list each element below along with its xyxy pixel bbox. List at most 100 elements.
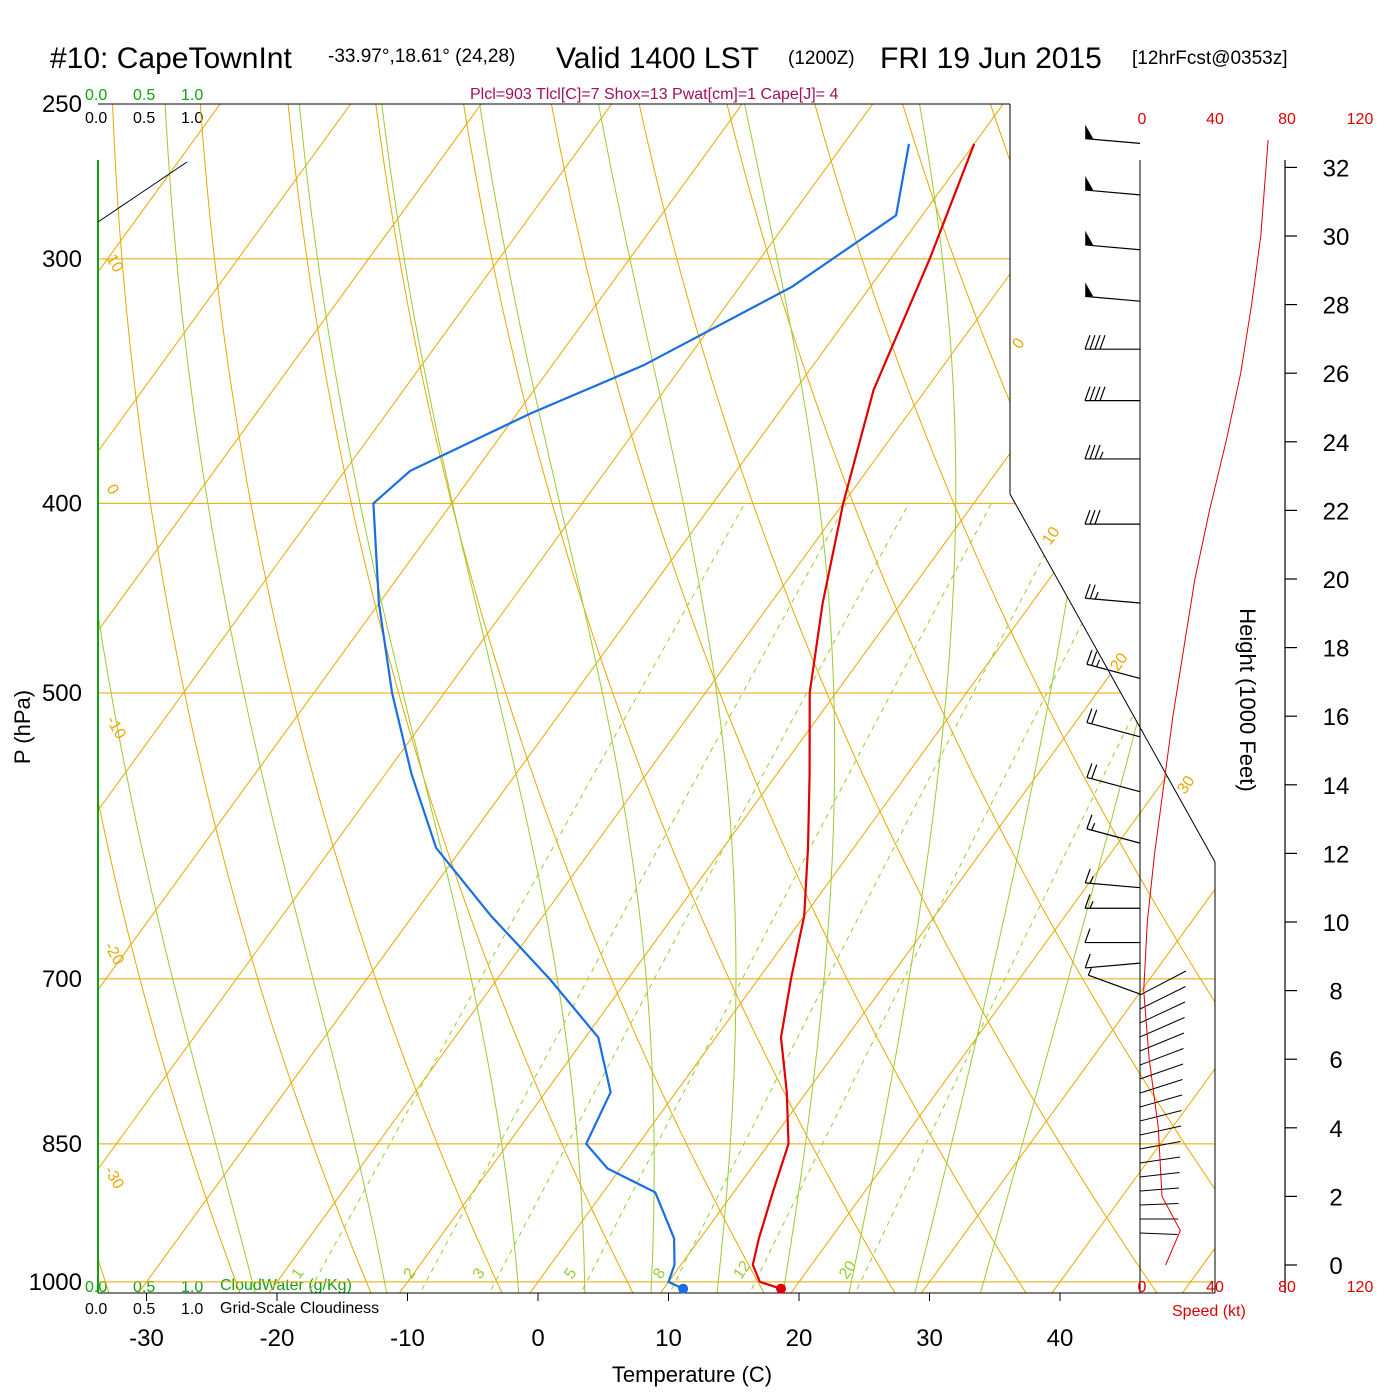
wind-barb xyxy=(1086,763,1141,793)
moist-adiabat xyxy=(381,104,586,1293)
temperature-tick-label: 40 xyxy=(1047,1325,1074,1352)
low-level-barb xyxy=(1139,1141,1181,1150)
wind-barb xyxy=(1086,708,1141,738)
wind-barb xyxy=(1085,176,1141,196)
wind-barb xyxy=(1084,868,1141,889)
wind-barb xyxy=(1084,953,1141,969)
cloudiness-tick: 1.0 xyxy=(181,1301,203,1318)
height-tick-label: 20 xyxy=(1323,567,1350,594)
speed-tick-label: 80 xyxy=(1278,1279,1296,1296)
cloud-scale-top: 0.0 0.5 1.0 0.0 0.5 1.0 xyxy=(85,87,203,127)
cloudiness-label: Grid-Scale Cloudiness xyxy=(220,1300,379,1317)
low-level-barb xyxy=(1139,1110,1182,1122)
isotherm-label: 10 xyxy=(1039,524,1063,548)
barb-shaft xyxy=(1085,597,1141,604)
isotherm-line xyxy=(98,104,352,1293)
low-level-barb xyxy=(1139,986,1186,1010)
barb-full xyxy=(1086,763,1093,778)
mixing-ratio-line xyxy=(300,503,746,1293)
cloudiness-tick: 0.0 xyxy=(85,1301,107,1318)
barb-flag xyxy=(1085,124,1094,139)
isotherm-label: 30 xyxy=(1174,773,1198,797)
moist-adiabat xyxy=(976,104,1215,1293)
moist-adiabat xyxy=(744,104,836,1293)
mixing-ratio-line xyxy=(848,503,1215,1293)
temperature-tick-label: 30 xyxy=(916,1325,943,1352)
wind-barb xyxy=(1084,509,1140,525)
height-tick-label: 14 xyxy=(1323,773,1350,800)
mixing-ratio-line xyxy=(481,503,910,1293)
barb-full xyxy=(1084,584,1091,599)
barb-shaft xyxy=(1088,974,1141,995)
isotherm-line xyxy=(98,104,613,1293)
moist-adiabat xyxy=(910,104,1108,1293)
low-level-barb xyxy=(1139,970,1187,996)
cloudiness-trace xyxy=(97,161,188,223)
mixing-ratio-label: 3 xyxy=(470,1265,489,1282)
temperature-tick-label: -10 xyxy=(390,1325,425,1352)
barb-shaft xyxy=(1085,137,1141,144)
temperature-tick-label: 10 xyxy=(655,1325,682,1352)
pressure-tick-label: 500 xyxy=(42,680,82,707)
wind-barb xyxy=(1084,928,1140,944)
temperature-tick-label: -30 xyxy=(129,1325,164,1352)
x-axis-title: Temperature (C) xyxy=(612,1362,772,1387)
isotherm-line xyxy=(519,104,1215,1293)
height-tick-label: 30 xyxy=(1323,224,1350,251)
barb-full xyxy=(1084,444,1091,460)
surface-temperature-marker xyxy=(776,1283,787,1294)
dry-adiabat xyxy=(199,104,509,1293)
barb-full xyxy=(1089,386,1096,401)
height-tick-label: 2 xyxy=(1329,1184,1342,1211)
barb-half xyxy=(1099,451,1104,460)
forecast-info: [12hrFcst@0353z] xyxy=(1132,48,1288,69)
cloudwater-tick: 1.0 xyxy=(181,1279,203,1296)
barb-shaft xyxy=(1086,776,1141,793)
barb-shaft xyxy=(1085,295,1141,302)
pressure-tick-label: 400 xyxy=(42,490,82,517)
station-coords: -33.97°,18.61° (24,28) xyxy=(328,46,515,67)
wind-barb xyxy=(1085,124,1141,144)
height-tick-label: 32 xyxy=(1323,155,1350,182)
wind-barb xyxy=(1087,967,1141,995)
isotherm-line xyxy=(98,104,743,1293)
barb-half xyxy=(1095,659,1101,668)
isotherm-label: 0 xyxy=(103,482,122,498)
station-title: #10: CapeTownInt xyxy=(50,42,292,75)
frame-skew-edge xyxy=(1009,493,1216,863)
isotherm-label: -30 xyxy=(101,1164,127,1193)
isotherm-line xyxy=(388,104,1215,1293)
cloudwater-tick: 0.5 xyxy=(133,1279,155,1296)
mixing-ratio-label: 20 xyxy=(836,1258,860,1282)
utc-time: (1200Z) xyxy=(788,48,855,69)
mixing-ratio-line xyxy=(412,503,847,1293)
speed-tick-label: 0 xyxy=(1138,1279,1147,1296)
low-level-barb xyxy=(1139,1187,1180,1192)
background-grid xyxy=(98,104,1215,1293)
barb-full xyxy=(1086,708,1093,723)
barb-full xyxy=(1089,444,1096,460)
cloudiness-tick: 1.0 xyxy=(181,110,203,127)
wind-barb xyxy=(1084,584,1141,604)
barb-half xyxy=(1089,876,1094,884)
barb-full xyxy=(1089,334,1096,350)
low-level-barb xyxy=(1139,1079,1183,1094)
stability-indices: Plcl=903 Tlcl[C]=7 Shox=13 Pwat[cm]=1 Ca… xyxy=(470,86,838,103)
pressure-tick-label: 700 xyxy=(42,966,82,993)
isotherm-label: 10 xyxy=(103,252,127,276)
barb-shaft xyxy=(1086,721,1141,738)
wind-speed-line xyxy=(1143,139,1269,1266)
barb-full xyxy=(1089,584,1096,599)
mixing-ratio-line xyxy=(573,503,992,1293)
cloudiness-tick: 0.5 xyxy=(133,110,155,127)
height-tick-label: 28 xyxy=(1323,293,1350,320)
moist-adiabat xyxy=(98,104,260,1293)
low-level-barb xyxy=(1139,1001,1186,1024)
barb-full xyxy=(1099,334,1106,350)
barb-flag xyxy=(1085,282,1094,297)
wind-barb xyxy=(1084,386,1140,402)
temperature-line xyxy=(751,143,976,1290)
speed-tick-label: 40 xyxy=(1206,1279,1224,1296)
isotherm-line xyxy=(910,104,1215,1293)
dry-adiabat xyxy=(550,104,1036,1293)
